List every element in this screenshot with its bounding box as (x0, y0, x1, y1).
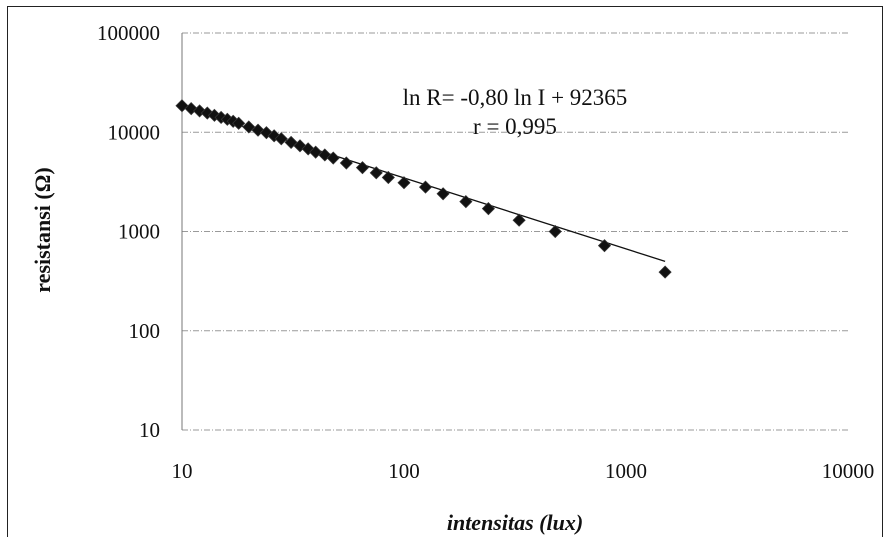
x-tick-label: 10 (172, 459, 193, 483)
data-point (597, 239, 612, 253)
data-point (339, 156, 353, 170)
x-axis-title: intensitas (lux) (447, 510, 583, 535)
data-point (658, 265, 672, 279)
y-tick-label: 10 (139, 418, 160, 442)
y-axis-title: resistansi (Ω) (30, 167, 55, 292)
data-point (251, 123, 265, 137)
y-tick-labels: 10 100 1000 10000 100000 (97, 21, 160, 442)
correlation-annotation: r = 0,995 (473, 114, 557, 139)
x-tick-label: 10000 (822, 459, 875, 483)
data-point (381, 170, 395, 185)
x-tick-labels: 10 100 1000 10000 (172, 459, 875, 483)
data-point (459, 195, 473, 209)
y-tick-label: 10000 (108, 120, 161, 144)
data-point (436, 187, 450, 201)
data-point (232, 116, 246, 130)
data-point (193, 104, 207, 118)
gridlines (182, 32, 848, 431)
x-tick-label: 100 (388, 459, 420, 483)
data-point (369, 166, 383, 180)
data-point (481, 202, 495, 216)
data-point (242, 120, 256, 134)
chart-frame (7, 6, 883, 537)
data-points (175, 99, 672, 279)
y-tick-label: 100 (129, 319, 161, 343)
data-point (548, 224, 562, 239)
data-point (284, 135, 298, 149)
x-tick-label: 1000 (605, 459, 647, 483)
data-point (207, 108, 222, 122)
data-point (355, 161, 370, 175)
data-point (397, 176, 411, 190)
data-point (326, 151, 340, 165)
equation-annotation: ln R= -0,80 ln I + 92365 (403, 85, 628, 110)
data-point (418, 180, 433, 194)
data-point (274, 132, 288, 146)
y-tick-label: 1000 (118, 220, 160, 244)
y-tick-label: 100000 (97, 21, 160, 45)
data-point (512, 213, 526, 227)
